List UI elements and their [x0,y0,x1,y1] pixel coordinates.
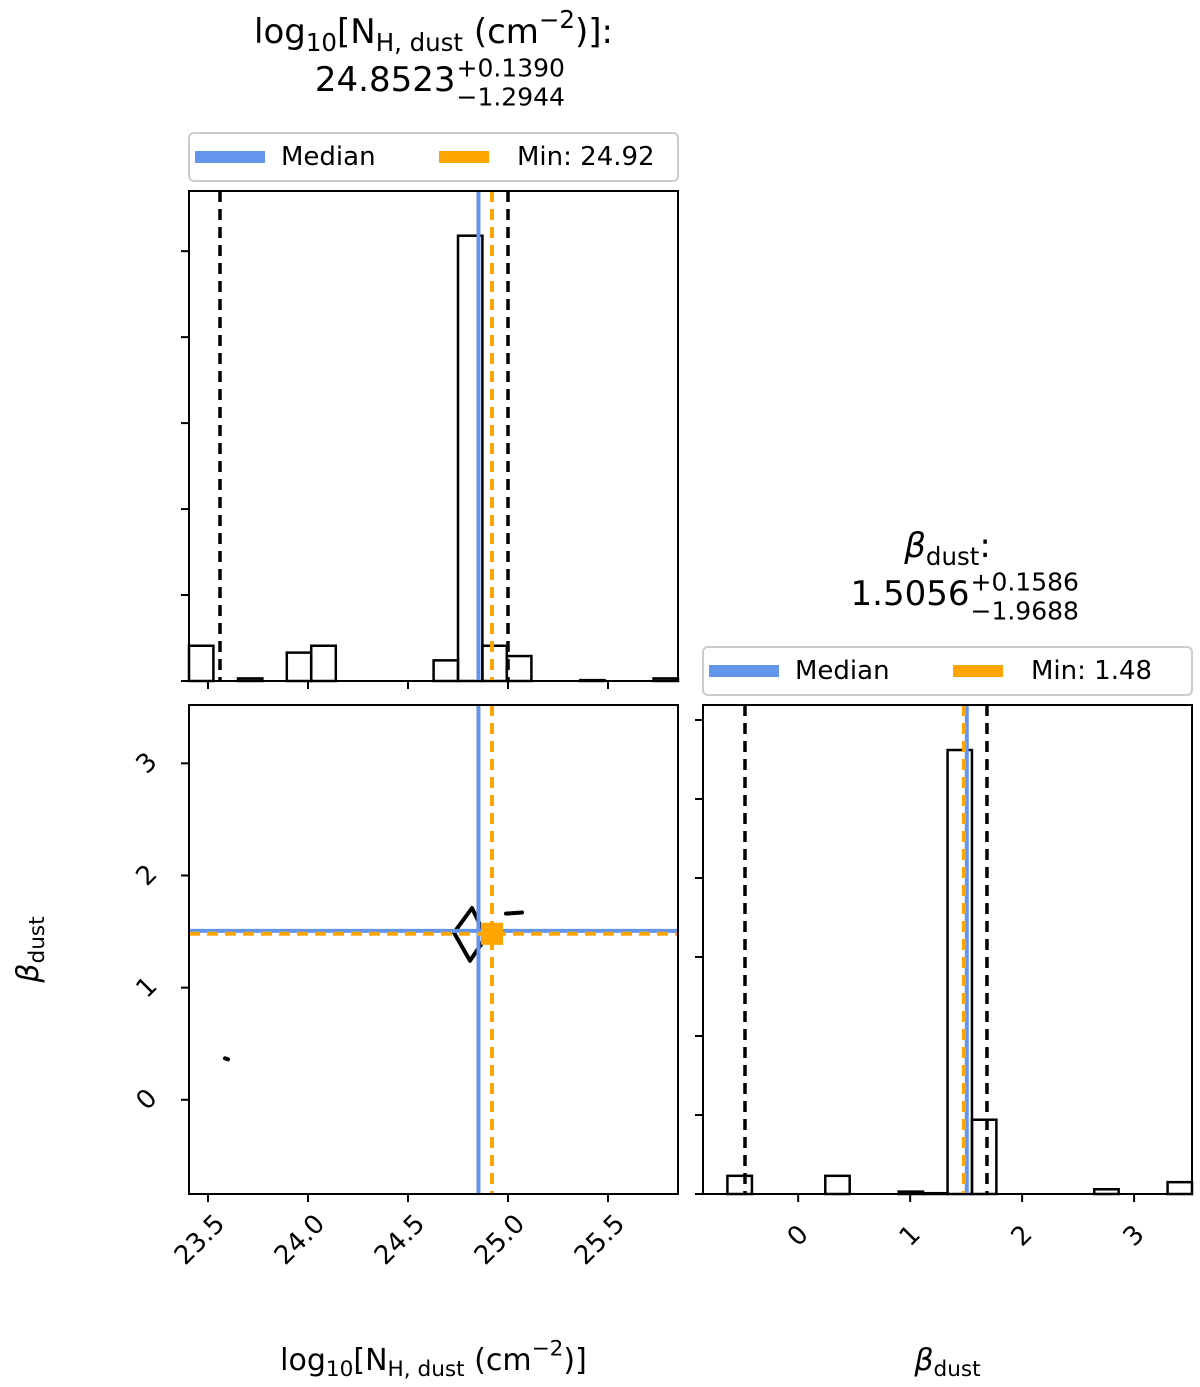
label-part: −2 [532,1336,564,1361]
histogram-bar [285,651,313,683]
x-tick-label: 25.0 [469,1209,531,1271]
histogram-bar [970,1118,998,1196]
histogram-bar [824,1174,851,1196]
y-tick-label: 2 [131,859,164,892]
label-part: log [254,12,306,52]
axes-frame [188,704,679,1195]
label-part: H, dust [388,1357,465,1382]
label-part: β [913,1343,933,1378]
y-tick-label: 0 [131,1083,164,1116]
y-tick-label: 3 [131,747,164,780]
label-part: dust [25,916,50,963]
label-part: −2 [539,5,575,34]
x-tick-label: 24.5 [369,1209,431,1271]
label-part: [N [337,12,376,52]
title-err-plus: +0.1586 [971,568,1079,597]
histogram-bar [187,644,215,683]
title-err-minus: −1.9688 [971,597,1079,626]
label-part: 10 [326,1357,353,1382]
x-tick-label: 1 [894,1220,927,1253]
x-tick-label: 24.0 [269,1209,331,1271]
legend-label: Median [795,656,890,686]
label-part: H, dust [376,28,464,57]
axes-frame [702,704,1193,1195]
title-value: 24.8523 [315,60,456,100]
axes-frame [188,190,679,682]
histogram-bar [726,1174,754,1196]
x-axis-label: βdust [913,1343,980,1382]
label-part: β [11,963,46,983]
x-tick-label: 3 [1118,1220,1151,1253]
histogram-bar [309,644,338,683]
label-part: )] [563,1343,586,1378]
label-part: (cm [465,1343,532,1378]
label-part: β [903,526,926,566]
x-tick-label: 2 [1006,1220,1039,1253]
contour [504,910,524,916]
x-axis-label: log10[NH, dust (cm−2)] [280,1336,587,1381]
label-part: dust [934,1357,981,1382]
histogram-bar [481,644,509,683]
x-tick-label: 25.5 [569,1209,631,1271]
label-part: [N [353,1343,387,1378]
legend-label: Min: 24.92 [517,142,655,172]
chart-title: βdust: [903,526,991,571]
y-tick-label: 1 [131,971,164,1004]
label-part: (cm [463,12,539,52]
label-part: 10 [306,28,337,57]
legend-label: Median [281,142,376,172]
label-part: dust [926,542,980,571]
min-marker [481,922,503,945]
legend-label: Min: 1.48 [1031,656,1152,686]
title-err-plus: +0.1390 [457,54,565,83]
title-value: 1.5056 [851,574,970,614]
label-part: )]: [575,12,613,52]
histogram-bar [1166,1180,1194,1196]
chart-title: log10[NH, dust (cm−2)]: [254,5,613,57]
x-tick-label: 23.5 [169,1209,231,1271]
histogram-bar [505,654,533,683]
contour [223,1056,230,1062]
title-err-minus: −1.2944 [457,83,565,112]
histogram-bar [432,659,460,683]
legend-box [702,646,1193,696]
y-axis-label: βdust [11,916,50,983]
label-part: : [979,526,990,566]
legend-box [188,132,679,182]
label-part: log [280,1343,326,1378]
x-tick-label: 0 [782,1220,815,1253]
